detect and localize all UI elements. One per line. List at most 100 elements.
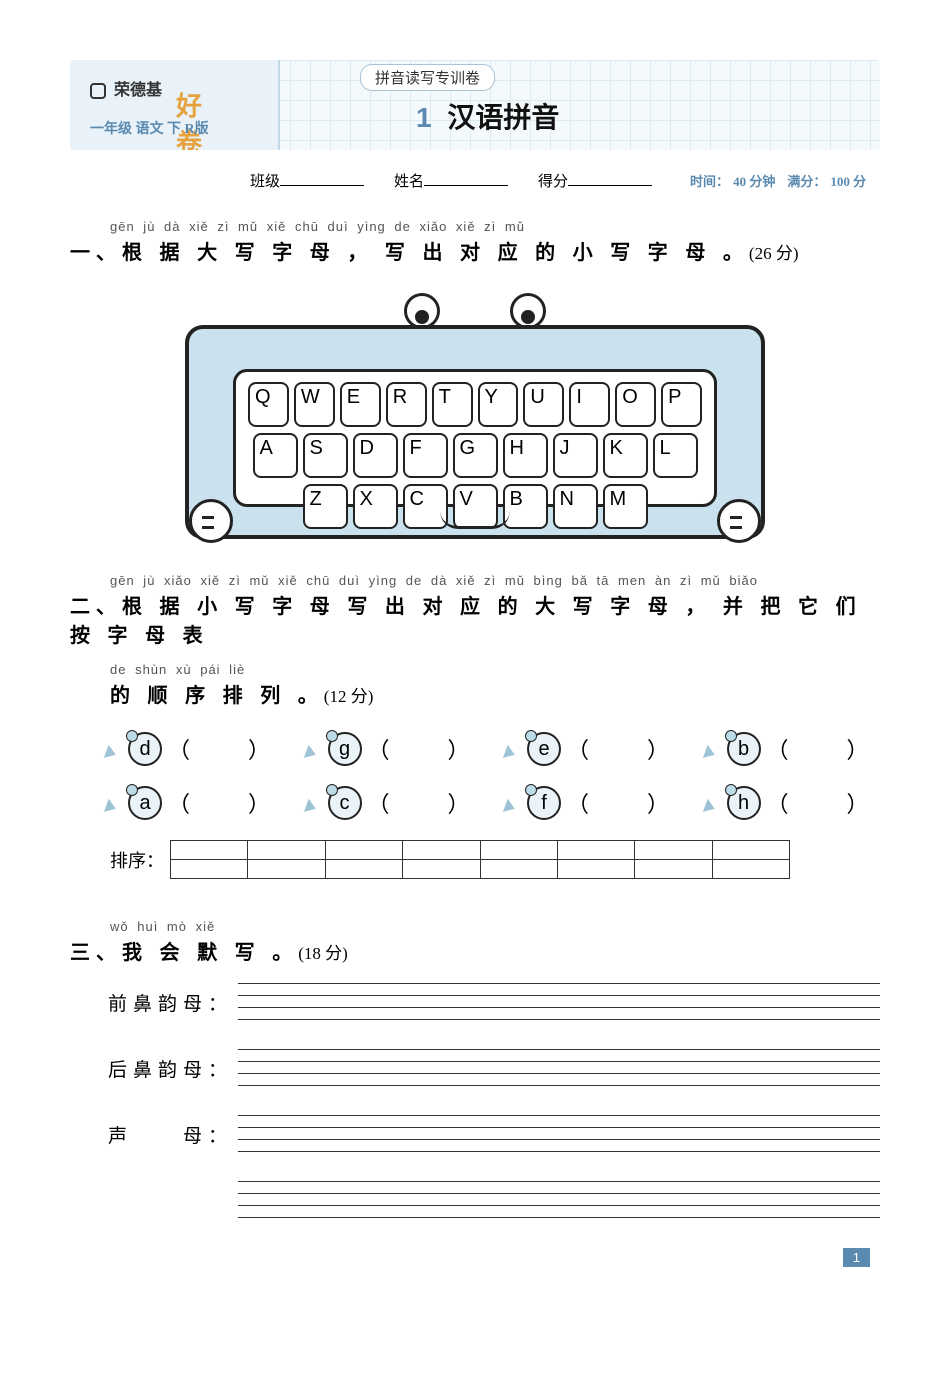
header-banner: 荣德基 好卷 一年级 语文 下 R版 拼音读写专训卷 1 汉语拼音	[70, 60, 880, 150]
sort-cell[interactable]	[248, 841, 325, 860]
main-title: 1 汉语拼音	[416, 96, 559, 136]
paren-open: （	[567, 733, 589, 765]
key-i: I	[569, 382, 610, 427]
sort-cell[interactable]	[325, 841, 402, 860]
s2-pinyin1: gēn jù xiǎo xiě zì mǔ xiě chū duì yìng d…	[110, 573, 880, 588]
key-m: M	[603, 484, 648, 529]
sort-cell[interactable]	[480, 860, 557, 879]
key-o: O	[615, 382, 656, 427]
score-blank[interactable]	[568, 185, 652, 186]
section-1: gēn jù dà xiě zì mǔ xiě chū duì yìng de …	[70, 219, 880, 265]
write-row-2: 后鼻韵母：	[108, 1049, 880, 1087]
key-f: F	[403, 433, 448, 478]
sub-title-tab: 拼音读写专训卷	[360, 64, 495, 91]
key-h: H	[503, 433, 548, 478]
keyboard-eyes	[404, 293, 546, 329]
s2-heading1: 二、根 据 小 写 字 母 写 出 对 应 的 大 写 字 母 ， 并 把 它 …	[70, 590, 880, 648]
brand-name: 荣德基 好卷	[90, 76, 162, 100]
key-z: Z	[303, 484, 348, 529]
paren-close: ）	[847, 733, 869, 765]
class-blank[interactable]	[280, 185, 364, 186]
sort-cell[interactable]	[712, 841, 789, 860]
sort-cell[interactable]	[403, 860, 480, 879]
turtle-icon	[505, 736, 531, 762]
sort-row: 排序：	[110, 840, 880, 879]
key-s: S	[303, 433, 348, 478]
key-a: A	[253, 433, 298, 478]
paren-open: （	[767, 733, 789, 765]
brand-icon	[90, 83, 106, 99]
sort-cell[interactable]	[635, 841, 712, 860]
turtle-row: a（）c（）f（）h（）	[106, 786, 880, 820]
brand-text: 荣德基	[114, 82, 162, 99]
paren-close: ）	[448, 787, 470, 819]
key-k: K	[603, 433, 648, 478]
key-q: Q	[248, 382, 289, 427]
keyboard-illustration: QWERTYUIOP ASDFGHJKL ZXCVBNM	[165, 285, 785, 545]
turtle-item: h（）	[705, 786, 881, 820]
key-c: C	[403, 484, 448, 529]
sort-cell[interactable]	[557, 841, 634, 860]
key-j: J	[553, 433, 598, 478]
kb-row-2: ASDFGHJKL	[248, 433, 702, 478]
write-row-4	[108, 1181, 880, 1219]
info-row: 班级 姓名 得分 时间：40 分钟 满分：100 分	[70, 170, 880, 191]
paren-close: ）	[847, 787, 869, 819]
full-meta: 满分：100 分	[787, 171, 870, 190]
turtle-icon	[705, 736, 731, 762]
s1-pinyin: gēn jù dà xiě zì mǔ xiě chū duì yìng de …	[110, 219, 880, 234]
four-line-grid[interactable]	[238, 1115, 880, 1153]
write-row-1: 前鼻韵母：	[108, 983, 880, 1021]
paren-open: （	[767, 787, 789, 819]
key-t: T	[432, 382, 473, 427]
eye-icon	[510, 293, 546, 329]
write-row-3: 声 母：	[108, 1115, 880, 1153]
paren-close: ）	[248, 733, 270, 765]
key-u: U	[523, 382, 564, 427]
title-text: 汉语拼音	[447, 102, 559, 133]
paren-open: （	[368, 787, 390, 819]
s1-heading: 一、根 据 大 写 字 母 ， 写 出 对 应 的 小 写 字 母 。(26 分…	[70, 236, 880, 265]
turtle-item: b（）	[705, 732, 881, 766]
turtle-icon	[306, 736, 332, 762]
keyboard-screen: QWERTYUIOP ASDFGHJKL ZXCVBNM	[233, 369, 717, 507]
key-r: R	[386, 382, 427, 427]
sort-cell[interactable]	[557, 860, 634, 879]
sort-cell[interactable]	[171, 841, 248, 860]
turtle-item: g（）	[306, 732, 482, 766]
hand-icon	[189, 499, 233, 543]
paren-open: （	[368, 733, 390, 765]
sort-cell[interactable]	[712, 860, 789, 879]
eye-icon	[404, 293, 440, 329]
sort-table[interactable]	[170, 840, 790, 879]
paren-close: ）	[647, 733, 669, 765]
turtle-icon	[106, 736, 132, 762]
sort-cell[interactable]	[171, 860, 248, 879]
s3-pinyin: wǒ huì mò xiě	[110, 919, 880, 934]
turtle-item: e（）	[505, 732, 681, 766]
paren-open: （	[168, 787, 190, 819]
four-line-grid[interactable]	[238, 1049, 880, 1087]
key-b: B	[503, 484, 548, 529]
sort-cell[interactable]	[248, 860, 325, 879]
key-g: G	[453, 433, 498, 478]
s2-heading2: 的 顺 序 排 列 。(12 分)	[70, 679, 880, 708]
sort-cell[interactable]	[480, 841, 557, 860]
sort-cell[interactable]	[635, 860, 712, 879]
turtle-item: d（）	[106, 732, 282, 766]
paren-open: （	[168, 733, 190, 765]
sort-cell[interactable]	[403, 841, 480, 860]
key-w: W	[294, 382, 335, 427]
time-meta: 时间：40 分钟	[690, 171, 779, 190]
turtle-icon	[705, 790, 731, 816]
turtle-row: d（）g（）e（）b（）	[106, 732, 880, 766]
sort-label: 排序：	[110, 847, 164, 873]
four-line-grid[interactable]	[238, 983, 880, 1021]
sort-cell[interactable]	[325, 860, 402, 879]
four-line-grid[interactable]	[238, 1181, 880, 1219]
grade-line: 一年级 语文 下 R版	[90, 118, 209, 138]
turtle-icon	[505, 790, 531, 816]
hand-icon	[717, 499, 761, 543]
key-l: L	[653, 433, 698, 478]
name-blank[interactable]	[424, 185, 508, 186]
